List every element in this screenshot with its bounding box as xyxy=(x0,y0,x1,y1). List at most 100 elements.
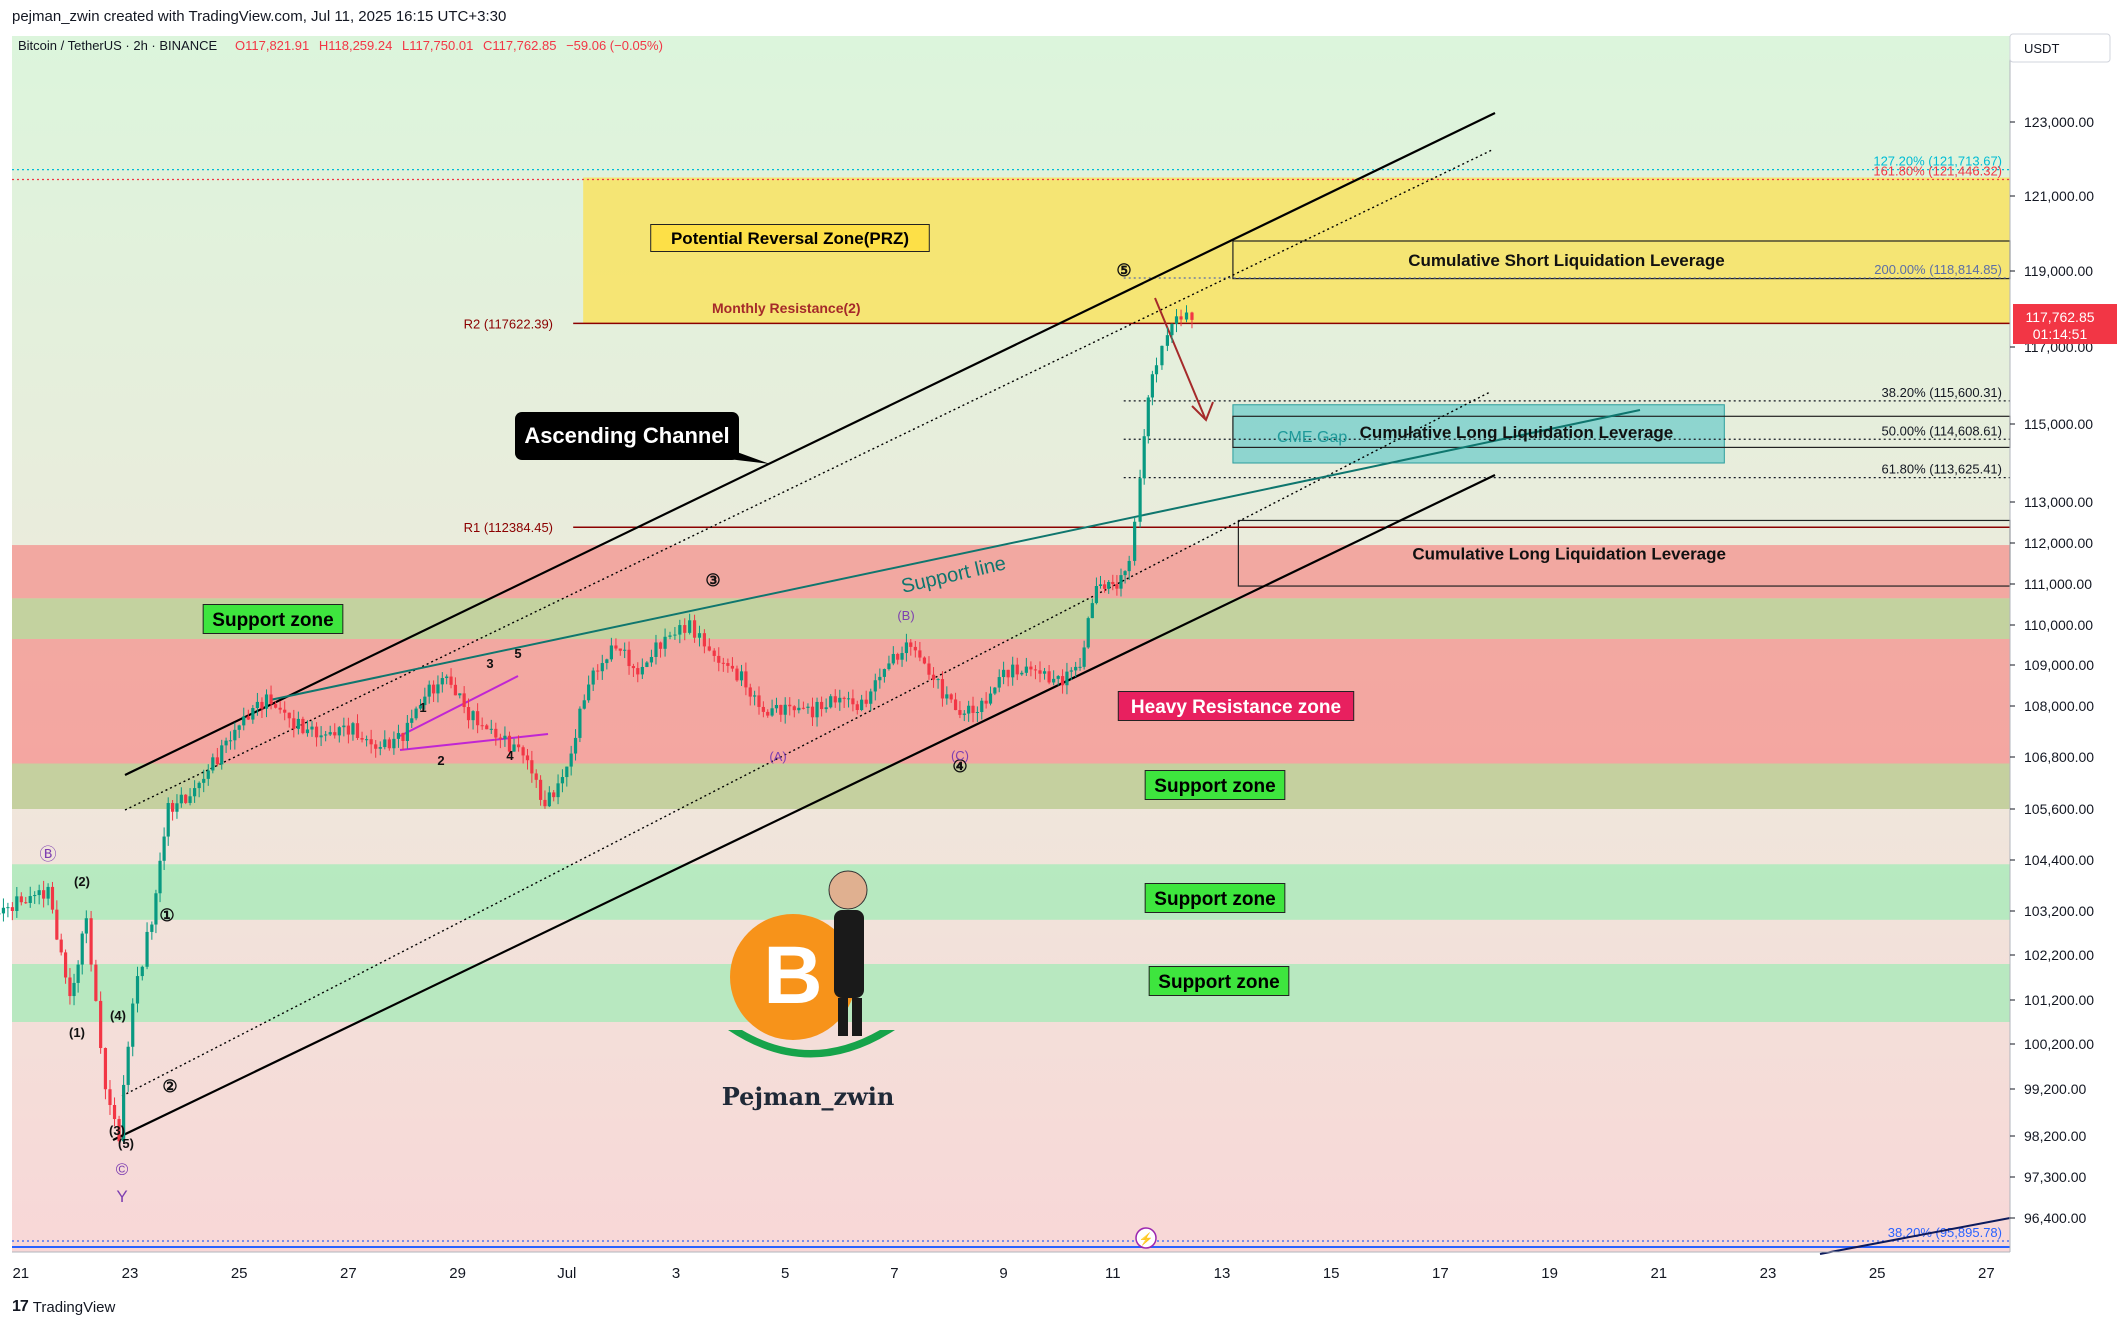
zone-resistance-zone-1[interactable] xyxy=(12,545,2010,599)
candle-body[interactable] xyxy=(1098,584,1103,587)
candle-body[interactable] xyxy=(623,649,627,651)
candle-body[interactable] xyxy=(904,642,909,654)
candle-body[interactable] xyxy=(355,723,360,739)
candle-body[interactable] xyxy=(42,890,46,899)
candle-body[interactable] xyxy=(922,657,927,664)
candle-body[interactable] xyxy=(135,976,140,1004)
candle-body[interactable] xyxy=(788,704,792,707)
candle-body[interactable] xyxy=(140,966,144,977)
candle-body[interactable] xyxy=(453,684,458,696)
channel-upper-line[interactable] xyxy=(124,112,1496,776)
candle-body[interactable] xyxy=(609,645,613,660)
candle-body[interactable] xyxy=(251,708,255,720)
candle-body[interactable] xyxy=(328,732,332,735)
candle-body[interactable] xyxy=(10,907,14,911)
candle-body[interactable] xyxy=(458,693,462,696)
candle-body[interactable] xyxy=(89,918,93,965)
candle-body[interactable] xyxy=(945,694,949,699)
candle-body[interactable] xyxy=(873,680,877,692)
candle-body[interactable] xyxy=(543,799,547,807)
candle-body[interactable] xyxy=(342,725,346,728)
candle-body[interactable] xyxy=(154,893,158,925)
candle-body[interactable] xyxy=(449,676,453,685)
support-line[interactable] xyxy=(269,409,1641,701)
candle-body[interactable] xyxy=(582,700,586,709)
candle-body[interactable] xyxy=(980,700,984,713)
candle-body[interactable] xyxy=(596,670,600,672)
candle-body[interactable] xyxy=(547,792,551,807)
candle-body[interactable] xyxy=(530,760,534,774)
candle-body[interactable] xyxy=(28,896,32,903)
candle-body[interactable] xyxy=(305,729,310,734)
candle-body[interactable] xyxy=(878,676,882,681)
candle-body[interactable] xyxy=(534,773,538,780)
candle-body[interactable] xyxy=(1127,560,1131,572)
candle-body[interactable] xyxy=(228,740,233,742)
candle-body[interactable] xyxy=(1115,584,1119,589)
candle-body[interactable] xyxy=(462,693,466,708)
triangle-upper[interactable] xyxy=(399,675,519,737)
candle-body[interactable] xyxy=(997,677,1001,688)
candle-body[interactable] xyxy=(1184,312,1189,320)
candle-body[interactable] xyxy=(707,646,711,651)
candle-body[interactable] xyxy=(1038,670,1042,674)
candle-body[interactable] xyxy=(842,697,846,699)
candle-body[interactable] xyxy=(365,739,369,741)
candle-body[interactable] xyxy=(396,733,401,739)
candle-body[interactable] xyxy=(697,633,702,638)
candle-body[interactable] xyxy=(0,913,1,915)
candle-body[interactable] xyxy=(658,642,663,649)
candle-body[interactable] xyxy=(770,708,774,716)
channel-lower-line[interactable] xyxy=(112,474,1496,1141)
candle-body[interactable] xyxy=(783,704,787,715)
candle-body[interactable] xyxy=(806,706,810,708)
candle-body[interactable] xyxy=(927,663,931,675)
candle-body[interactable] xyxy=(600,663,604,672)
candle-body[interactable] xyxy=(896,653,900,660)
candle-body[interactable] xyxy=(578,708,582,738)
candle-body[interactable] xyxy=(521,747,525,756)
candle-body[interactable] xyxy=(1024,666,1028,673)
candle-body[interactable] xyxy=(310,726,314,730)
candle-body[interactable] xyxy=(374,744,378,749)
candle-body[interactable] xyxy=(131,1003,135,1047)
candle-body[interactable] xyxy=(1138,478,1142,522)
candle-body[interactable] xyxy=(1123,571,1127,576)
candle-body[interactable] xyxy=(668,635,672,637)
candle-body[interactable] xyxy=(678,625,682,635)
candle-body[interactable] xyxy=(445,676,449,679)
candle-body[interactable] xyxy=(1111,581,1115,585)
candle-body[interactable] xyxy=(739,671,744,681)
candle-body[interactable] xyxy=(392,738,396,749)
candle-body[interactable] xyxy=(538,779,543,800)
candle-body[interactable] xyxy=(1190,312,1194,320)
candle-body[interactable] xyxy=(170,803,175,812)
candle-body[interactable] xyxy=(19,896,23,903)
candle-body[interactable] xyxy=(556,783,560,798)
candle-body[interactable] xyxy=(260,701,264,709)
candle-body[interactable] xyxy=(324,734,328,736)
candle-body[interactable] xyxy=(162,836,166,861)
candle-body[interactable] xyxy=(958,710,962,715)
candle-body[interactable] xyxy=(988,693,993,704)
candle-body[interactable] xyxy=(984,700,988,704)
zone-cme-gap[interactable] xyxy=(1232,404,1725,464)
candle-body[interactable] xyxy=(108,1089,112,1105)
candle-body[interactable] xyxy=(887,663,891,670)
candle-body[interactable] xyxy=(103,1048,108,1090)
candle-body[interactable] xyxy=(735,668,739,681)
candle-body[interactable] xyxy=(72,982,76,997)
candle-body[interactable] xyxy=(369,739,373,745)
candle-body[interactable] xyxy=(820,701,824,710)
candle-body[interactable] xyxy=(150,924,154,932)
candle-body[interactable] xyxy=(215,757,219,765)
candle-body[interactable] xyxy=(712,650,716,656)
zone-heavy-resistance-zone[interactable] xyxy=(12,639,2010,764)
candle-body[interactable] xyxy=(255,701,259,709)
candle-body[interactable] xyxy=(283,709,287,713)
candle-body[interactable] xyxy=(909,642,913,647)
candle-body[interactable] xyxy=(1042,671,1047,674)
candle-body[interactable] xyxy=(410,718,414,723)
candle-body[interactable] xyxy=(436,684,440,694)
candle-body[interactable] xyxy=(220,745,224,765)
